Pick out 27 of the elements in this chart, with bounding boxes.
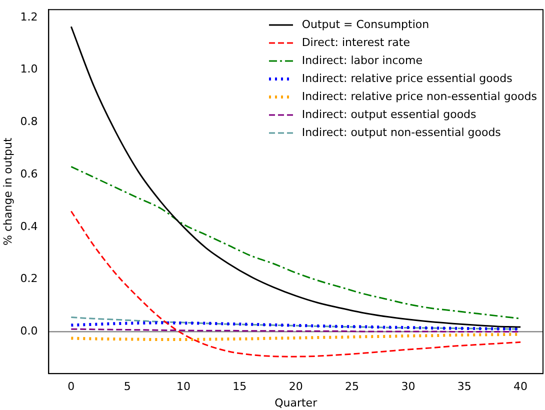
x-tick-label: 0 [68,380,75,394]
x-tick-label: 35 [457,380,472,394]
x-tick-label: 30 [401,380,416,394]
y-tick-label: 0.8 [20,115,38,128]
line-series [70,166,522,320]
x-tick-label: 40 [514,380,528,394]
legend-label: Direct: interest rate [302,34,410,51]
x-tick-label: 5 [124,380,131,394]
legend-label: Indirect: relative price essential goods [302,70,512,87]
y-tick-label: 0.4 [20,220,38,233]
x-axis-title: Quarter [274,396,318,410]
legend-label: Output = Consumption [302,16,430,33]
legend-label: Indirect: labor income [302,52,423,69]
legend-label: Indirect: output non-essential goods [302,124,501,141]
y-tick-label: 1.2 [20,10,38,24]
legend-label: Indirect: relative price non-essential goods [302,88,537,105]
legend-label: Indirect: output essential goods [302,106,476,123]
y-tick-label: 0.2 [20,272,38,286]
y-tick-label: 0.6 [20,167,38,180]
y-tick-label: 1.0 [20,62,38,76]
x-tick-label: 25 [345,380,360,394]
x-tick-label: 15 [232,380,247,394]
x-tick-label: 10 [176,380,191,394]
x-tick-label: 20 [288,380,303,394]
y-tick-label: 0.0 [20,324,38,338]
y-axis-title: % change in output [1,137,14,246]
line-series [70,210,522,358]
